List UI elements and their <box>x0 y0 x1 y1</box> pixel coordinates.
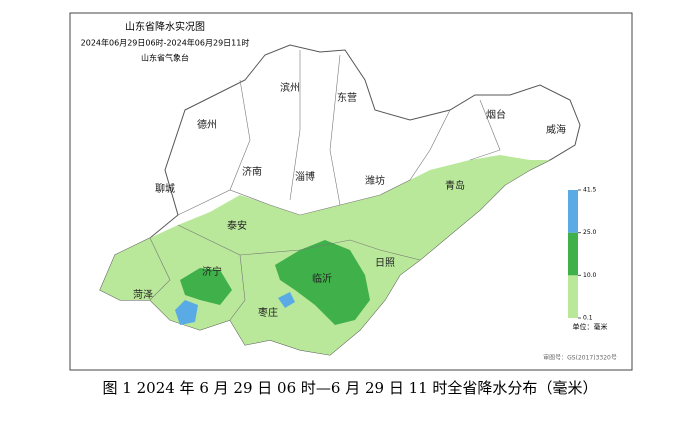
boundary <box>329 54 341 206</box>
legend-band <box>568 190 578 233</box>
figure-caption: 图 1 2024 年 6 月 29 日 06 时—6 月 29 日 11 时全省… <box>103 379 598 397</box>
map-title: 山东省降水实况图 <box>125 20 205 33</box>
boundary <box>229 79 251 191</box>
boundary <box>289 50 301 201</box>
boundary <box>469 99 501 161</box>
rain-heavy <box>278 292 295 308</box>
legend-tick-label: 0.1 <box>583 315 593 322</box>
city-label: 济宁 <box>202 265 222 278</box>
boundaries <box>149 50 501 321</box>
city-label: 威海 <box>546 123 566 136</box>
legend-tick-label: 41.5 <box>583 187 597 194</box>
rain-moderate <box>275 240 370 325</box>
rain-heavy <box>175 300 198 325</box>
legend-unit: 单位：毫米 <box>573 322 608 331</box>
city-label: 聊城 <box>155 182 175 195</box>
approval-number: 审图号：GS(2017)3320号 <box>543 354 617 362</box>
city-label: 青岛 <box>445 179 465 192</box>
city-label: 德州 <box>197 118 217 131</box>
city-label: 菏泽 <box>133 289 153 301</box>
city-label: 临沂 <box>312 272 332 285</box>
boundary <box>149 237 171 301</box>
city-label: 滨州 <box>280 81 300 94</box>
city-label: 济南 <box>242 165 262 178</box>
map-issuer: 山东省气象台 <box>141 53 189 63</box>
legend-band <box>568 232 578 276</box>
legend-tick-label: 10.0 <box>583 272 597 279</box>
city-label: 烟台 <box>486 108 506 121</box>
city-label: 日照 <box>375 257 395 269</box>
city-label: 枣庄 <box>258 306 278 319</box>
city-label: 东营 <box>337 91 357 104</box>
boundary <box>177 224 421 261</box>
city-label: 潍坊 <box>365 174 385 187</box>
boundary <box>229 254 246 321</box>
legend-tick-label: 25.0 <box>583 229 597 236</box>
legend-band <box>568 275 578 318</box>
rain-moderate <box>180 268 232 305</box>
city-label: 泰安 <box>227 219 247 232</box>
city-label: 淄博 <box>295 170 315 183</box>
map-period: 2024年06月29日06时-2024年06月29日11时 <box>81 38 250 48</box>
